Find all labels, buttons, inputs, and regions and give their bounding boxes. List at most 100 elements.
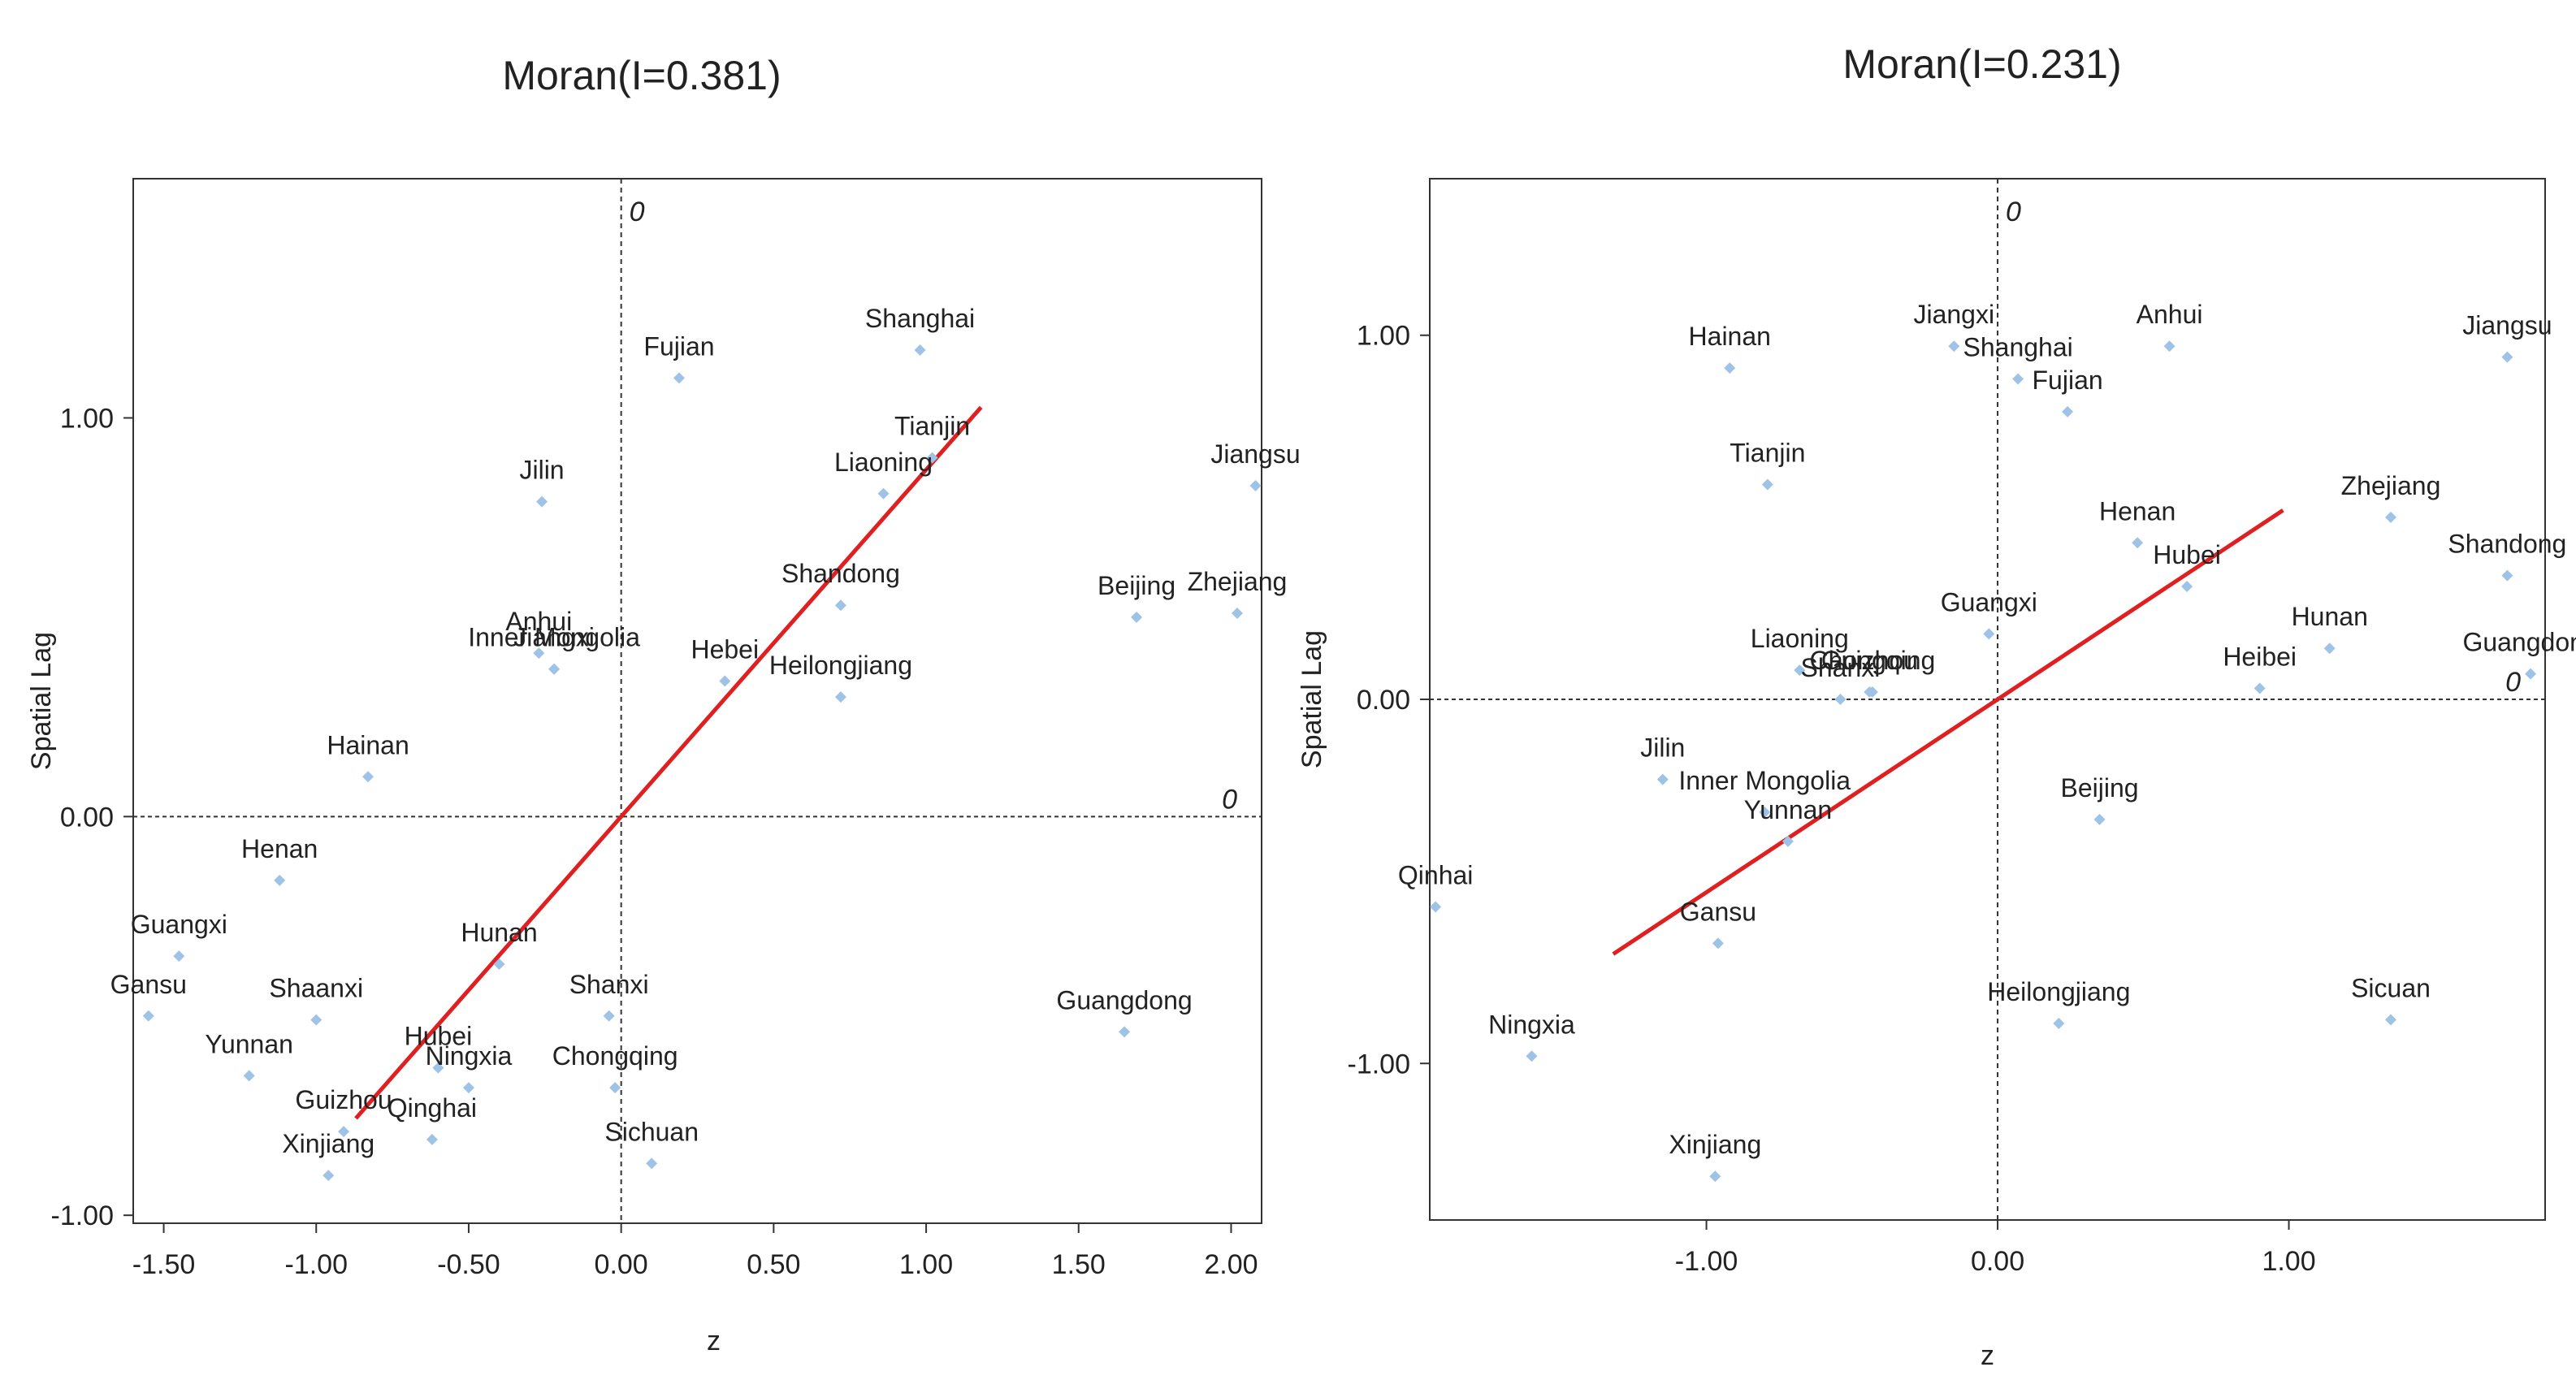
data-point [877,487,890,500]
point-label: Liaoning [1751,624,1849,653]
point-label: Qinghai [387,1093,477,1123]
data-point [2385,1014,2397,1026]
point-label: Heilongjiang [769,651,912,680]
point-label: Ningxia [1488,1010,1575,1039]
data-point [1131,611,1143,623]
data-point [142,1010,154,1022]
data-point [1430,901,1442,913]
data-point [432,1062,444,1074]
data-point [1834,694,1846,705]
point-label: Jiangxi [1913,300,1994,329]
point-label: Shandong [2448,530,2566,559]
data-point [2501,569,2513,582]
data-point [609,1082,621,1094]
x-tick-label: 2.00 [1204,1249,1258,1280]
data-point [603,1010,615,1022]
regression-line [1612,508,2284,956]
x-axis-label: z [707,1326,721,1356]
point-label: Hubei [2153,540,2221,569]
point-label: Ningxia [426,1041,513,1071]
x-tick-label: 1.50 [1052,1249,1106,1280]
point-label: Shanxi [1801,653,1881,682]
data-point [1983,628,1995,640]
point-label: Qinhai [1398,861,1474,890]
chart-panel-2: Moran(I=0.231) 0 0 -1.00 0.00 1.00 -1.00 0.00 1.… [1297,41,2576,1371]
point-label: Anhui [505,607,572,636]
data-point [323,1170,335,1182]
data-point [1249,479,1262,491]
vertical-zero-label: 0 [630,197,645,227]
point-label: Heilongjiang [1987,977,2130,1006]
point-label: Xinjiang [282,1129,374,1158]
chart-panel-1: Moran(I=0.381) 0 0 -1.50 -1.00 -0.50 0.00 0.50 1… [26,53,1301,1356]
point-label: Henan [241,834,318,863]
point-label: Sicuan [2351,973,2431,1002]
point-label: Yunnan [205,1029,293,1058]
point-label: Beijing [2060,773,2138,802]
point-label: Guangxi [131,910,227,939]
data-point [1724,362,1736,374]
x-tick-label: 0.00 [595,1249,648,1280]
chart-title: Moran(I=0.231) [1842,41,2121,87]
data-point [1526,1050,1538,1062]
point-label: Shanghai [865,304,975,333]
data-point [2053,1017,2065,1029]
data-point [173,950,185,963]
x-tick-label: 0.00 [1971,1246,2024,1277]
point-label: Guizhou [295,1085,392,1114]
data-point [1794,664,1806,677]
point-label: Guangdong [1056,985,1192,1014]
point-label: Gansu [1680,897,1756,926]
point-label: Shanghai [1963,333,2073,362]
point-label: Tianjin [1730,439,1805,468]
point-label: Hainan [1689,322,1771,351]
point-label: Guangxi [1941,587,2037,616]
point-label: Hubei [405,1022,473,1051]
data-point [1656,773,1669,785]
point-label: Chongqing [552,1041,678,1071]
data-point [646,1157,658,1170]
point-label: Jiangsu [2462,311,2552,340]
data-point [1231,608,1243,620]
data-point [493,958,505,970]
point-label: Xinjiang [1669,1130,1761,1159]
data-point [2501,351,2513,363]
point-label: Yunnan [1744,795,1833,824]
data-point [1119,1026,1131,1038]
regression-line [354,405,983,1120]
data-point [1782,835,1794,847]
point-label: Hunan [461,918,537,947]
point-label: Shaanxi [269,974,363,1003]
point-label: Inner Mongolia [468,623,640,652]
data-point [548,663,561,675]
point-label: Fujian [643,331,714,361]
data-point [834,599,846,612]
point-label: Fujian [2033,366,2103,395]
x-tick-label: 1.00 [2262,1246,2315,1277]
chart-title: Moran(I=0.381) [502,53,781,98]
data-point [1948,340,1960,353]
point-label: Liaoning [834,448,933,477]
x-axis-label: z [1981,1340,1994,1371]
data-point [2132,537,2144,549]
y-tick-label: 0.00 [1357,685,1410,716]
point-label: Shandong [781,559,900,588]
y-tick-label: -1.00 [1348,1049,1411,1079]
x-tick-label: 0.50 [747,1249,800,1280]
point-label: Hunan [2292,602,2368,631]
data-point [426,1133,438,1145]
data-point [2181,581,2193,593]
data-point [2525,668,2537,680]
point-label: Gansu [110,970,187,999]
data-point [362,771,374,783]
horizontal-zero-label: 0 [2505,667,2521,698]
y-tick-label: -1.00 [51,1200,115,1231]
data-point [1864,686,1876,699]
point-label: Henan [2099,496,2176,526]
data-point [719,675,731,687]
data-point [462,1082,474,1094]
point-label: Guizhou [1821,646,1918,675]
data-point [914,344,926,357]
data-point [2323,642,2336,655]
